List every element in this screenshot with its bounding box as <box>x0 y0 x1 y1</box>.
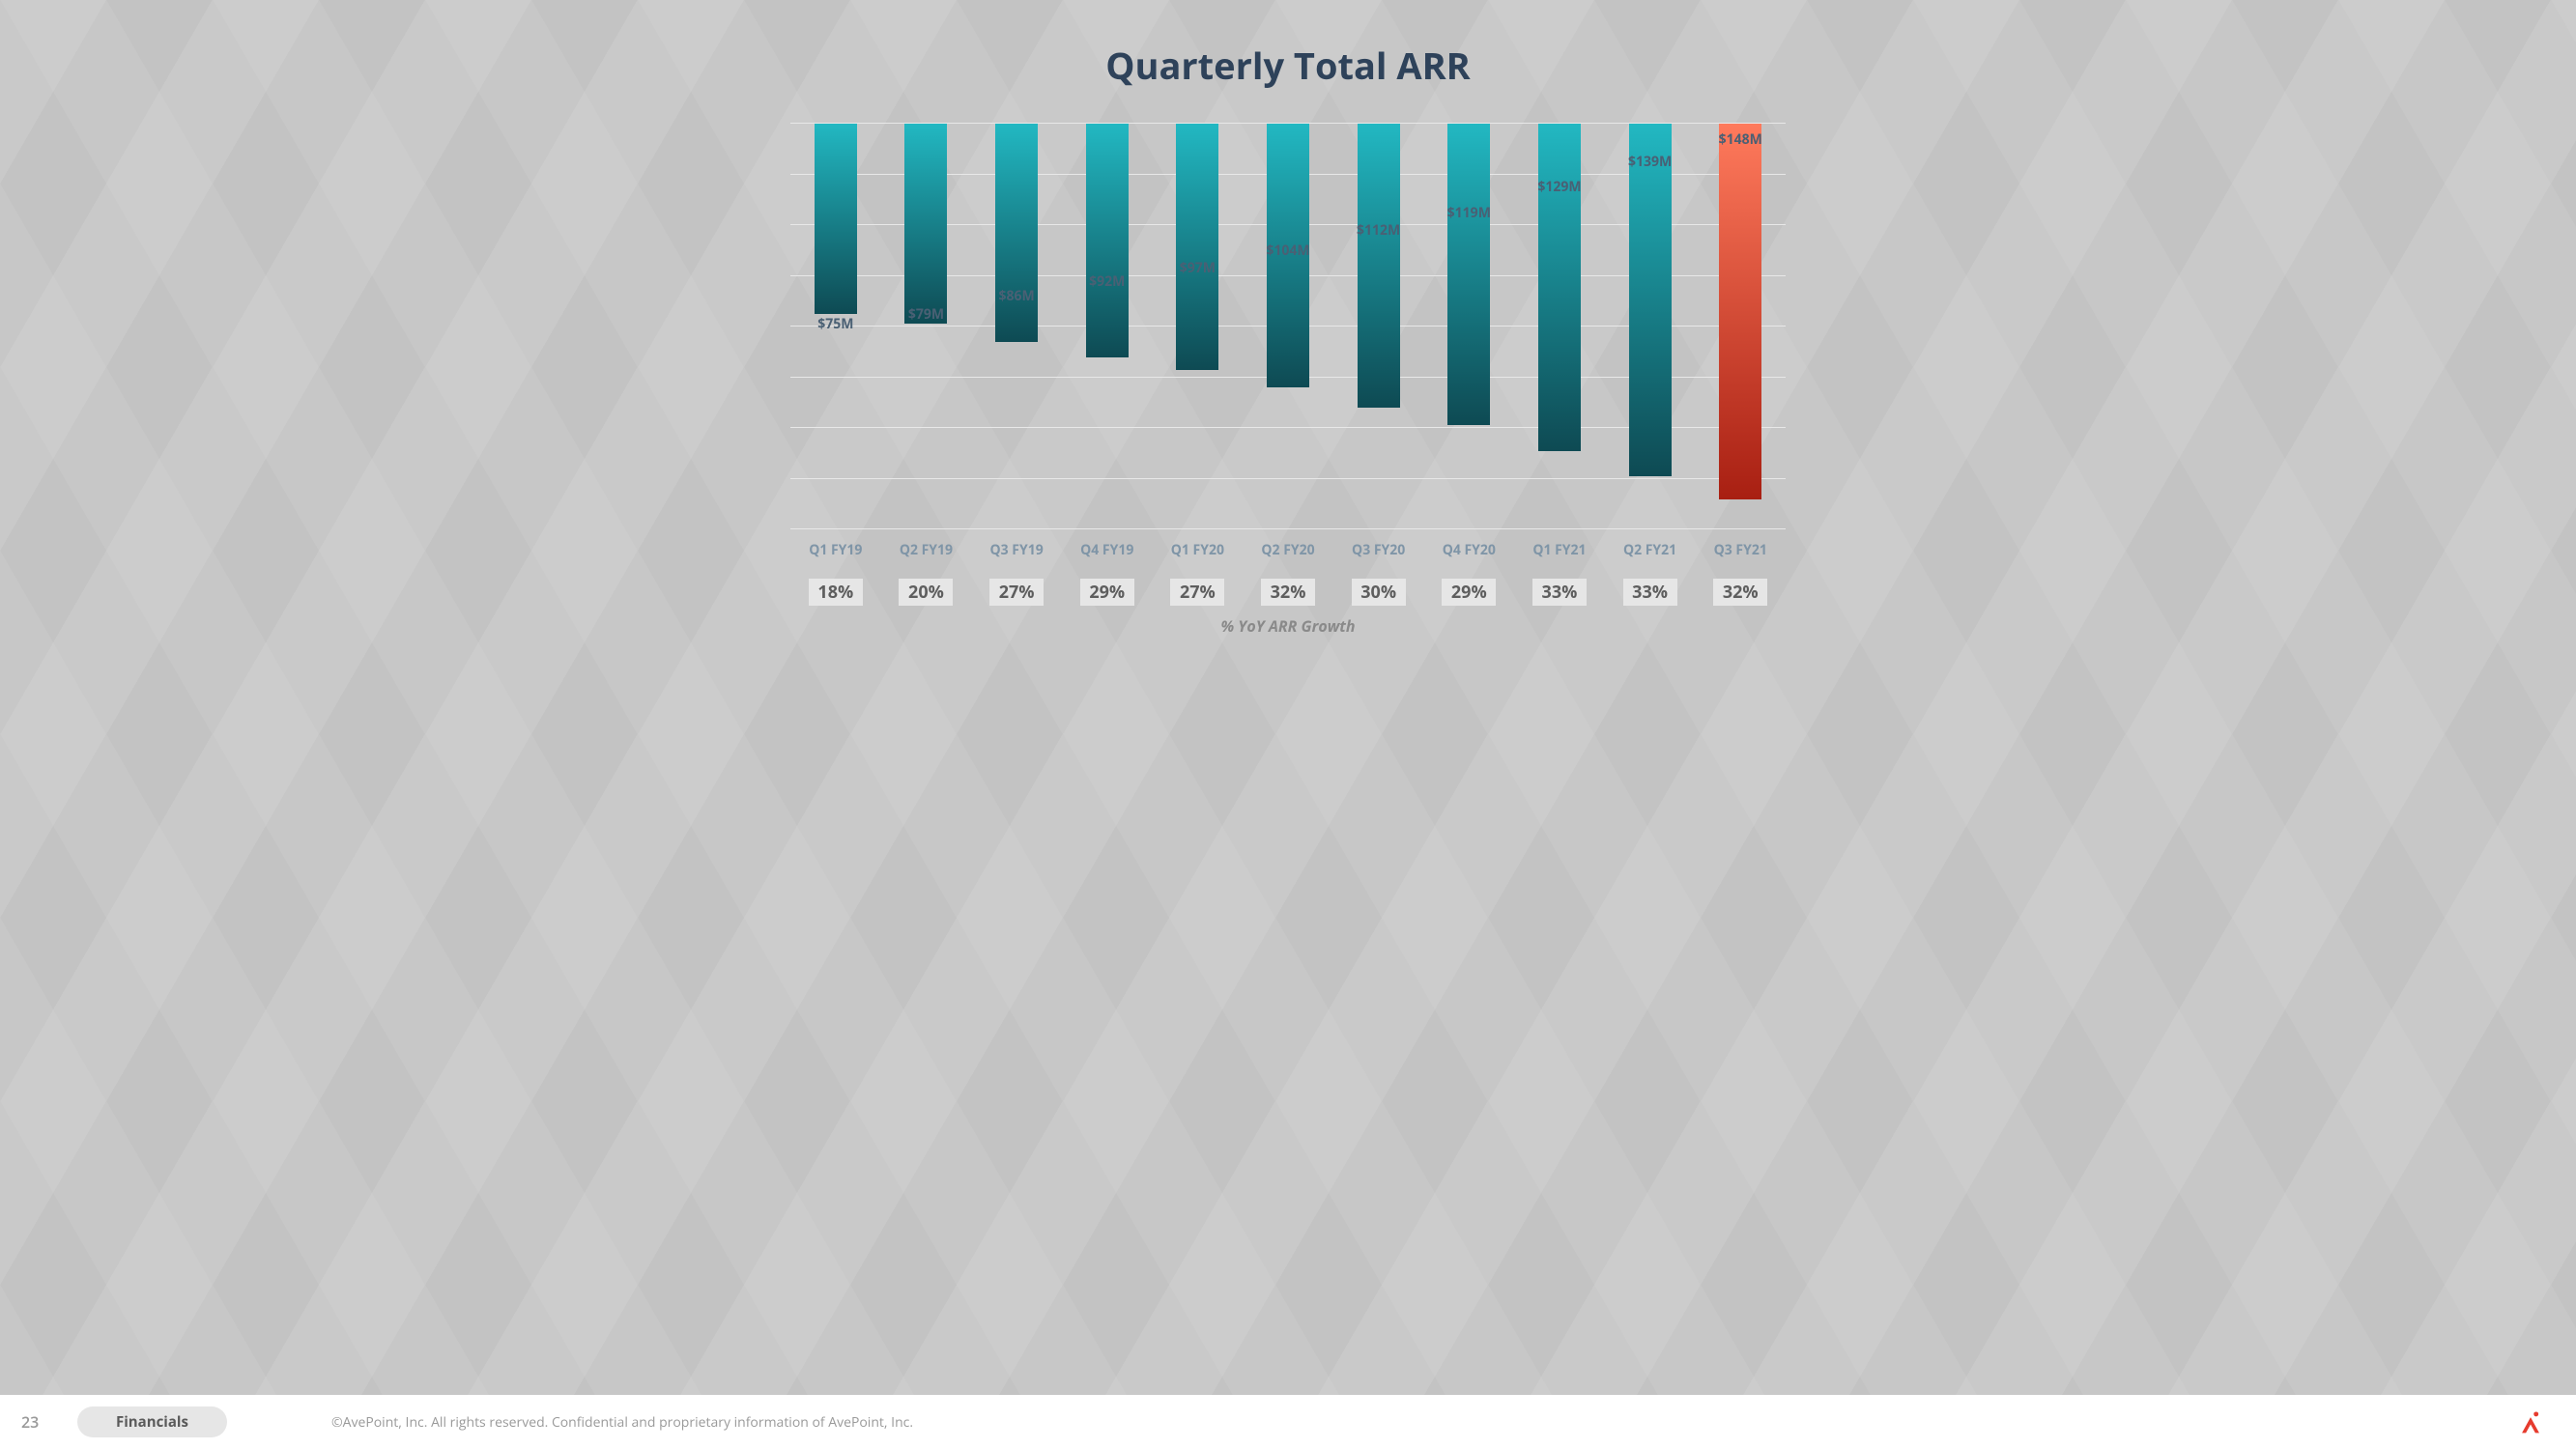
bar-value-label: $97M <box>1180 259 1216 277</box>
x-tick-label: Q3 FY19 <box>971 541 1062 559</box>
chart-area: Quarterly Total ARR $75M $79M $86M $92M $97M… <box>0 0 2576 1395</box>
growth-value: 29% <box>1080 579 1134 606</box>
bar-slot: $79M <box>881 124 972 529</box>
footer: 23 Financials ©AvePoint, Inc. All rights… <box>0 1395 2576 1449</box>
x-tick-label: Q1 FY20 <box>1153 541 1244 559</box>
bar <box>995 124 1038 342</box>
growth-value: 20% <box>899 579 953 606</box>
bar-value-label: $112M <box>1357 221 1400 240</box>
x-axis: Q1 FY19Q2 FY19Q3 FY19Q4 FY19Q1 FY20Q2 FY… <box>790 541 1786 559</box>
bar-slot: $75M <box>790 124 881 529</box>
plot-area: $75M $79M $86M $92M $97M $104M $112M $119M $129M… <box>790 124 1786 529</box>
bar-slot: $112M <box>1333 124 1424 529</box>
bar <box>904 124 947 324</box>
growth-slot: 29% <box>1062 579 1153 606</box>
x-tick-label: Q1 FY19 <box>790 541 881 559</box>
bar <box>1447 124 1490 425</box>
growth-value: 33% <box>1532 579 1587 606</box>
bar <box>815 124 857 314</box>
x-tick-label: Q3 FY20 <box>1333 541 1424 559</box>
growth-slot: 30% <box>1333 579 1424 606</box>
growth-slot: 18% <box>790 579 881 606</box>
bar <box>1086 124 1129 357</box>
growth-value: 29% <box>1442 579 1496 606</box>
bar-value-label: $119M <box>1447 204 1491 222</box>
bar-value-label: $139M <box>1628 153 1672 171</box>
bar-value-label: $148M <box>1719 130 1762 149</box>
avepoint-logo-icon <box>2518 1409 2543 1435</box>
growth-slot: 20% <box>881 579 972 606</box>
bar-slot: $92M <box>1062 124 1153 529</box>
bar-slot: $119M <box>1423 124 1514 529</box>
x-tick-label: Q2 FY20 <box>1243 541 1333 559</box>
growth-slot: 27% <box>971 579 1062 606</box>
chart-title: Quarterly Total ARR <box>1105 41 1471 91</box>
growth-value: 32% <box>1261 579 1315 606</box>
bar <box>1358 124 1400 408</box>
bar <box>1176 124 1218 370</box>
growth-slot: 32% <box>1695 579 1786 606</box>
x-tick-label: Q2 FY21 <box>1605 541 1696 559</box>
bar-slot: $139M <box>1605 124 1696 529</box>
growth-value: 30% <box>1352 579 1406 606</box>
growth-slot: 32% <box>1243 579 1333 606</box>
growth-value: 18% <box>809 579 863 606</box>
bar-value-label: $79M <box>908 305 944 324</box>
x-tick-label: Q4 FY19 <box>1062 541 1153 559</box>
bar-value-label: $129M <box>1537 178 1581 196</box>
section-pill: Financials <box>77 1406 227 1437</box>
bar-value-label: $104M <box>1266 242 1309 260</box>
bar <box>1629 124 1672 476</box>
x-tick-label: Q2 FY19 <box>881 541 972 559</box>
bar-slot: $86M <box>971 124 1062 529</box>
bar-value-label: $86M <box>998 287 1034 305</box>
growth-value: 27% <box>1170 579 1224 606</box>
bar-slot: $129M <box>1514 124 1605 529</box>
x-tick-label: Q1 FY21 <box>1514 541 1605 559</box>
bars-container: $75M $79M $86M $92M $97M $104M $112M $119M $129M… <box>790 124 1786 529</box>
x-tick-label: Q4 FY20 <box>1423 541 1514 559</box>
growth-slot: 33% <box>1605 579 1696 606</box>
growth-slot: 27% <box>1153 579 1244 606</box>
bar-slot: $104M <box>1243 124 1333 529</box>
growth-slot: 33% <box>1514 579 1605 606</box>
growth-caption: % YoY ARR Growth <box>790 615 1786 637</box>
copyright-text: ©AvePoint, Inc. All rights reserved. Con… <box>331 1413 2491 1432</box>
growth-row: 18% 20% 27% 29% 27% 32% 30% 29% 33% 33% 32% <box>790 579 1786 606</box>
chart: $75M $79M $86M $92M $97M $104M $112M $119M $129M… <box>790 124 1786 637</box>
growth-value: 27% <box>989 579 1044 606</box>
growth-slot: 29% <box>1423 579 1514 606</box>
bar-slot: $97M <box>1153 124 1244 529</box>
bar-highlight <box>1719 124 1761 499</box>
slide: Quarterly Total ARR $75M $79M $86M $92M $97M… <box>0 0 2576 1449</box>
bar <box>1538 124 1581 451</box>
growth-value: 32% <box>1713 579 1767 606</box>
page-number: 23 <box>21 1411 50 1433</box>
bar-value-label: $75M <box>817 315 853 333</box>
bar-value-label: $92M <box>1089 272 1125 291</box>
growth-value: 33% <box>1623 579 1677 606</box>
x-tick-label: Q3 FY21 <box>1695 541 1786 559</box>
bar-slot: $148M <box>1695 124 1786 529</box>
